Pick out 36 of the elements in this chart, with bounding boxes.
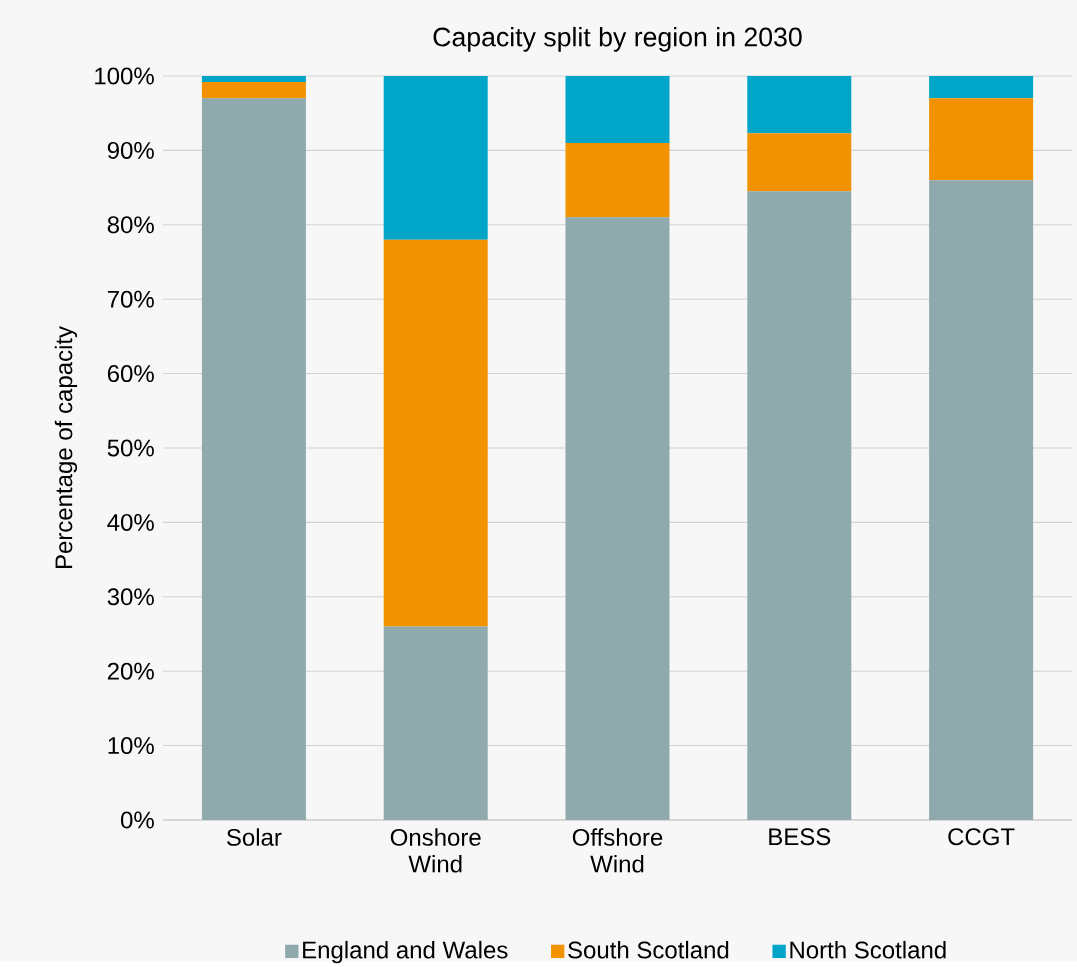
bar <box>565 217 670 820</box>
y-tick-label: 10% <box>108 737 154 754</box>
x-tick-label: Solar <box>226 828 282 846</box>
bar <box>201 81 306 99</box>
legend-label: North Scotland <box>790 940 946 959</box>
y-tick-label: 0% <box>120 811 154 829</box>
y-tick-label: 60% <box>107 365 154 382</box>
y-axis-title: Percentage of capacity <box>54 325 78 568</box>
legend-label: England and Wales <box>303 940 508 964</box>
bar <box>929 75 1034 99</box>
bar <box>383 75 488 240</box>
y-tick-label: 40% <box>107 513 154 531</box>
bar <box>747 75 852 134</box>
y-tick-label: 100% <box>95 67 154 85</box>
bar <box>383 626 488 820</box>
bar <box>201 98 306 820</box>
chart-title: Capacity split by region in 2030 <box>433 26 802 52</box>
bar <box>929 180 1034 820</box>
bar <box>565 142 670 218</box>
bar <box>747 133 852 192</box>
x-tick-label: CCGT <box>948 828 1015 846</box>
y-tick-label: 30% <box>107 588 154 606</box>
x-tick-label: Offshore Wind <box>572 828 663 873</box>
y-tick-label: 20% <box>107 662 154 680</box>
bar <box>565 75 670 143</box>
y-tick-label: 50% <box>107 439 154 457</box>
y-tick-label: 90% <box>107 141 154 159</box>
bar <box>201 75 306 82</box>
x-tick-label: Onshore Wind <box>390 828 481 873</box>
bar <box>383 239 488 627</box>
x-tick-label: BESS <box>769 828 831 846</box>
y-tick-label: 80% <box>107 216 154 234</box>
bar <box>929 98 1034 181</box>
bar <box>747 191 852 820</box>
legend-label: South Scotland <box>568 940 729 959</box>
y-tick-label: 70% <box>107 290 154 308</box>
